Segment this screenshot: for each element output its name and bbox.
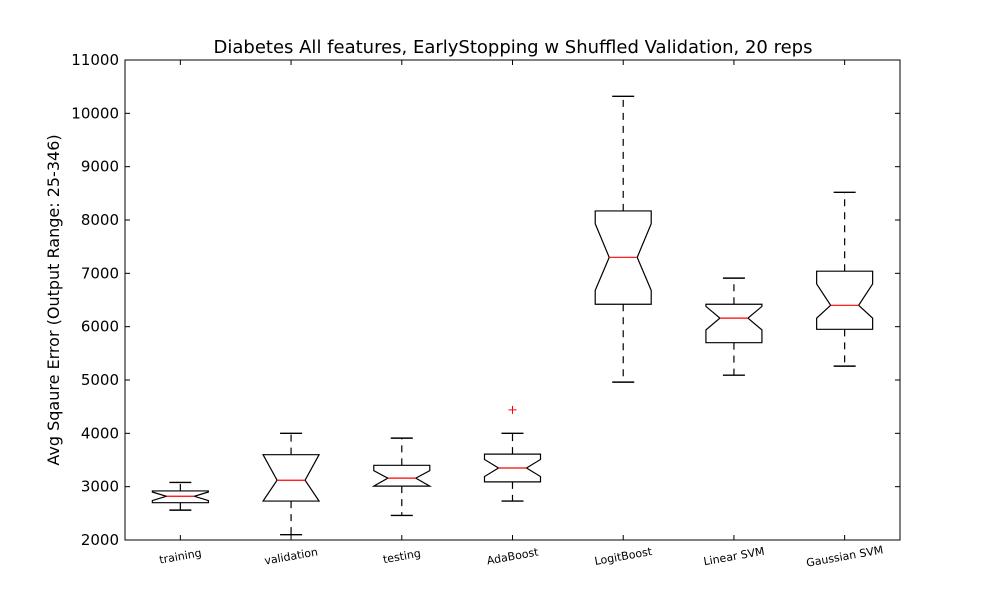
x-tick-label: validation: [263, 545, 319, 567]
x-axis: training validation testing AdaBoost LogitBo…: [158, 60, 884, 570]
y-tick-label: 11000: [71, 51, 119, 69]
notched-box: [371, 464, 433, 487]
y-tick-label: 4000: [81, 424, 119, 442]
y-tick-label: 9000: [81, 158, 119, 176]
y-axis: 2000 3000 4000 5000 6000 7000 8000 9000 10000 110…: [71, 51, 900, 549]
box-logitboost: [594, 95, 652, 383]
y-tick-label: 10000: [71, 104, 119, 122]
box-testing: [371, 437, 433, 517]
notched-box: [151, 490, 209, 504]
box-adaboost: [483, 405, 542, 502]
box-gaussian-svm: [816, 191, 874, 367]
box-validation: [261, 432, 321, 536]
y-tick-label: 6000: [81, 318, 119, 336]
y-tick-label: 7000: [81, 264, 119, 282]
y-tick-label: 5000: [81, 371, 119, 389]
y-tick-label: 2000: [81, 531, 119, 549]
x-tick-label: AdaBoost: [486, 545, 540, 567]
boxes-group: [151, 95, 874, 536]
notched-box: [816, 270, 874, 330]
notched-box: [705, 303, 763, 344]
notched-box: [261, 454, 321, 502]
flier-point: [508, 405, 517, 414]
notched-box: [483, 453, 542, 483]
x-tick-label: Gaussian SVM: [805, 543, 884, 569]
y-tick-label: 8000: [81, 211, 119, 229]
x-tick-label: testing: [382, 547, 422, 566]
x-tick-label: Linear SVM: [703, 545, 766, 569]
chart-title: Diabetes All features, EarlyStopping w S…: [214, 37, 813, 58]
notched-box: [594, 210, 652, 305]
x-tick-label: LogitBoost: [594, 545, 654, 568]
x-tick-label: training: [158, 546, 202, 566]
y-axis-label: Avg Sqaure Error (Output Range: 25-346): [44, 134, 63, 465]
box-training: [151, 481, 209, 511]
box-linear-svm: [705, 277, 763, 376]
y-tick-label: 3000: [81, 478, 119, 496]
